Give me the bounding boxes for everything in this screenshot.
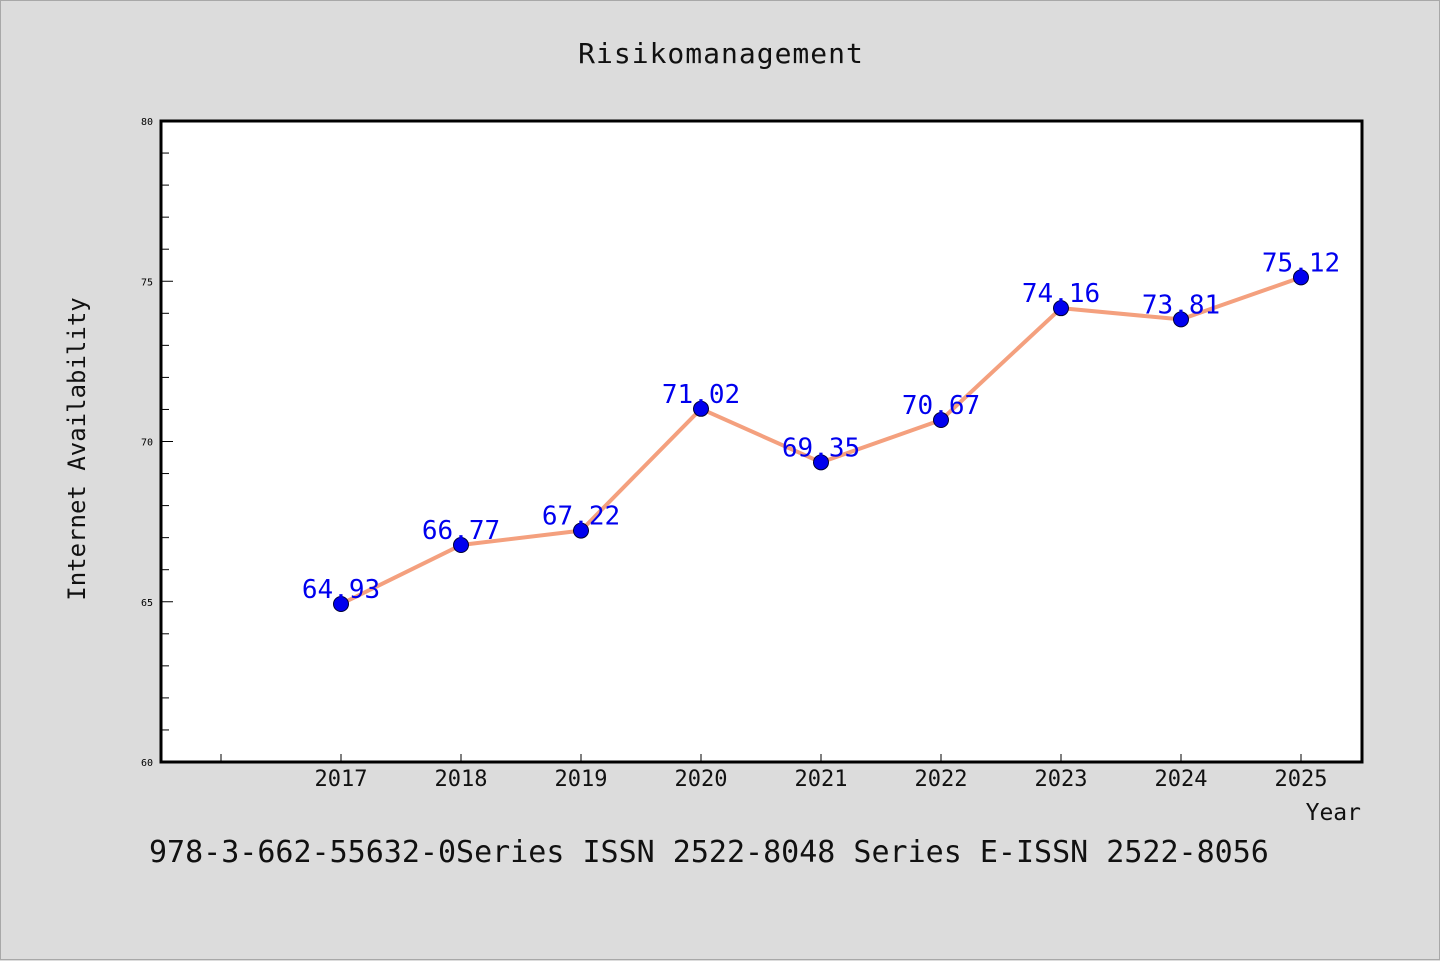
y-axis-label: Internet Availability (63, 297, 91, 600)
data-point (573, 522, 589, 539)
plot-frame (159, 119, 1364, 764)
data-label: 73.81 (1142, 290, 1220, 320)
y-tick-label: 80 (141, 117, 153, 128)
data-point (453, 537, 469, 554)
y-tick-label: 70 (141, 438, 153, 449)
data-point (693, 400, 709, 417)
data-label: 67.22 (542, 502, 620, 532)
x-tick-label: 2020 (675, 767, 728, 792)
x-axis-label: Year (1306, 800, 1361, 826)
x-tick-label: 2024 (1155, 767, 1208, 792)
chart-title: Risikomanagement (578, 37, 864, 70)
data-point (1173, 311, 1189, 328)
data-label: 64.93 (302, 575, 380, 605)
x-tick-label: 2017 (315, 767, 368, 792)
data-point (933, 412, 949, 429)
y-tick-label: 65 (141, 598, 153, 609)
x-tick-label: 2023 (1035, 767, 1088, 792)
data-point (813, 454, 829, 471)
data-label: 70.67 (902, 391, 980, 421)
data-label: 74.16 (1022, 279, 1100, 309)
x-tick-label: 2025 (1275, 767, 1328, 792)
x-tick-label: 2018 (435, 767, 488, 792)
y-tick-label: 75 (141, 277, 153, 288)
data-label: 69.35 (782, 433, 860, 463)
footer-isbn-issn: 978-3-662-55632-0Series ISSN 2522-8048 S… (149, 835, 1269, 870)
data-label: 71.02 (662, 380, 740, 410)
y-tick-label: 60 (141, 758, 153, 769)
x-tick-label: 2022 (915, 767, 968, 792)
data-label: 75.12 (1262, 248, 1340, 278)
x-tick-label: 2021 (795, 767, 848, 792)
data-point (1293, 269, 1309, 286)
data-point (333, 595, 349, 612)
data-point (1053, 300, 1069, 317)
plot-area (161, 121, 1362, 762)
x-tick-label: 2019 (555, 767, 608, 792)
data-label: 66.77 (422, 516, 500, 546)
